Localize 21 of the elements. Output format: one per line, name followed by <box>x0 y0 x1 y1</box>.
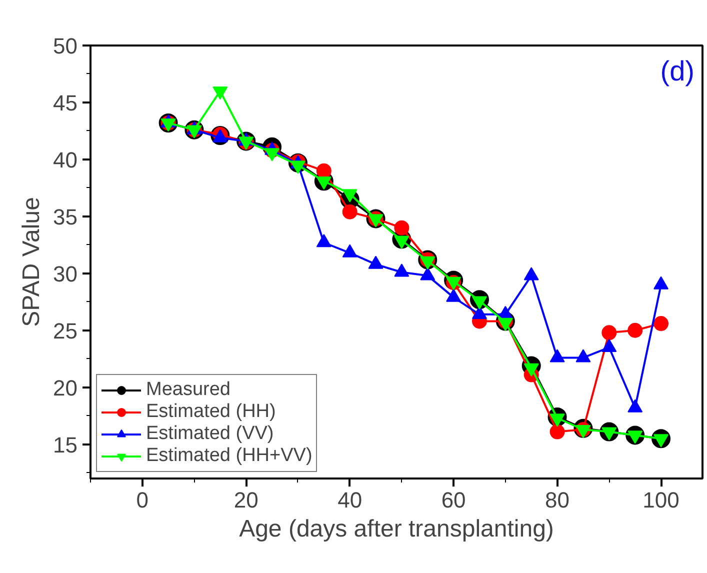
x-tick-label: 60 <box>441 488 466 512</box>
x-tick-label: 100 <box>642 488 680 512</box>
legend-label: Estimated (HH+VV) <box>146 445 312 467</box>
y-tick-label: 40 <box>53 147 78 172</box>
x-tick-label: 20 <box>234 488 258 512</box>
y-tick-label: 50 <box>53 34 78 58</box>
x-tick-label: 80 <box>545 488 570 512</box>
x-axis-title: Age (days after transplanting) <box>239 516 554 542</box>
annotation: (d) <box>660 56 695 86</box>
y-tick-label: 30 <box>53 261 78 286</box>
y-tick-label: 25 <box>53 318 78 344</box>
y-tick-label: 45 <box>53 90 78 116</box>
legend-label: Estimated (VV) <box>146 423 274 445</box>
x-tick-label: 0 <box>136 488 148 512</box>
legend-label: Estimated (HH) <box>146 401 276 423</box>
y-tick-label: 35 <box>53 204 78 230</box>
y-tick-label: 15 <box>53 432 78 458</box>
y-axis-title: SPAD Value <box>18 197 46 327</box>
x-tick-label: 40 <box>338 488 362 512</box>
legend-label: Measured <box>146 379 230 401</box>
y-tick-label: 20 <box>53 375 78 400</box>
